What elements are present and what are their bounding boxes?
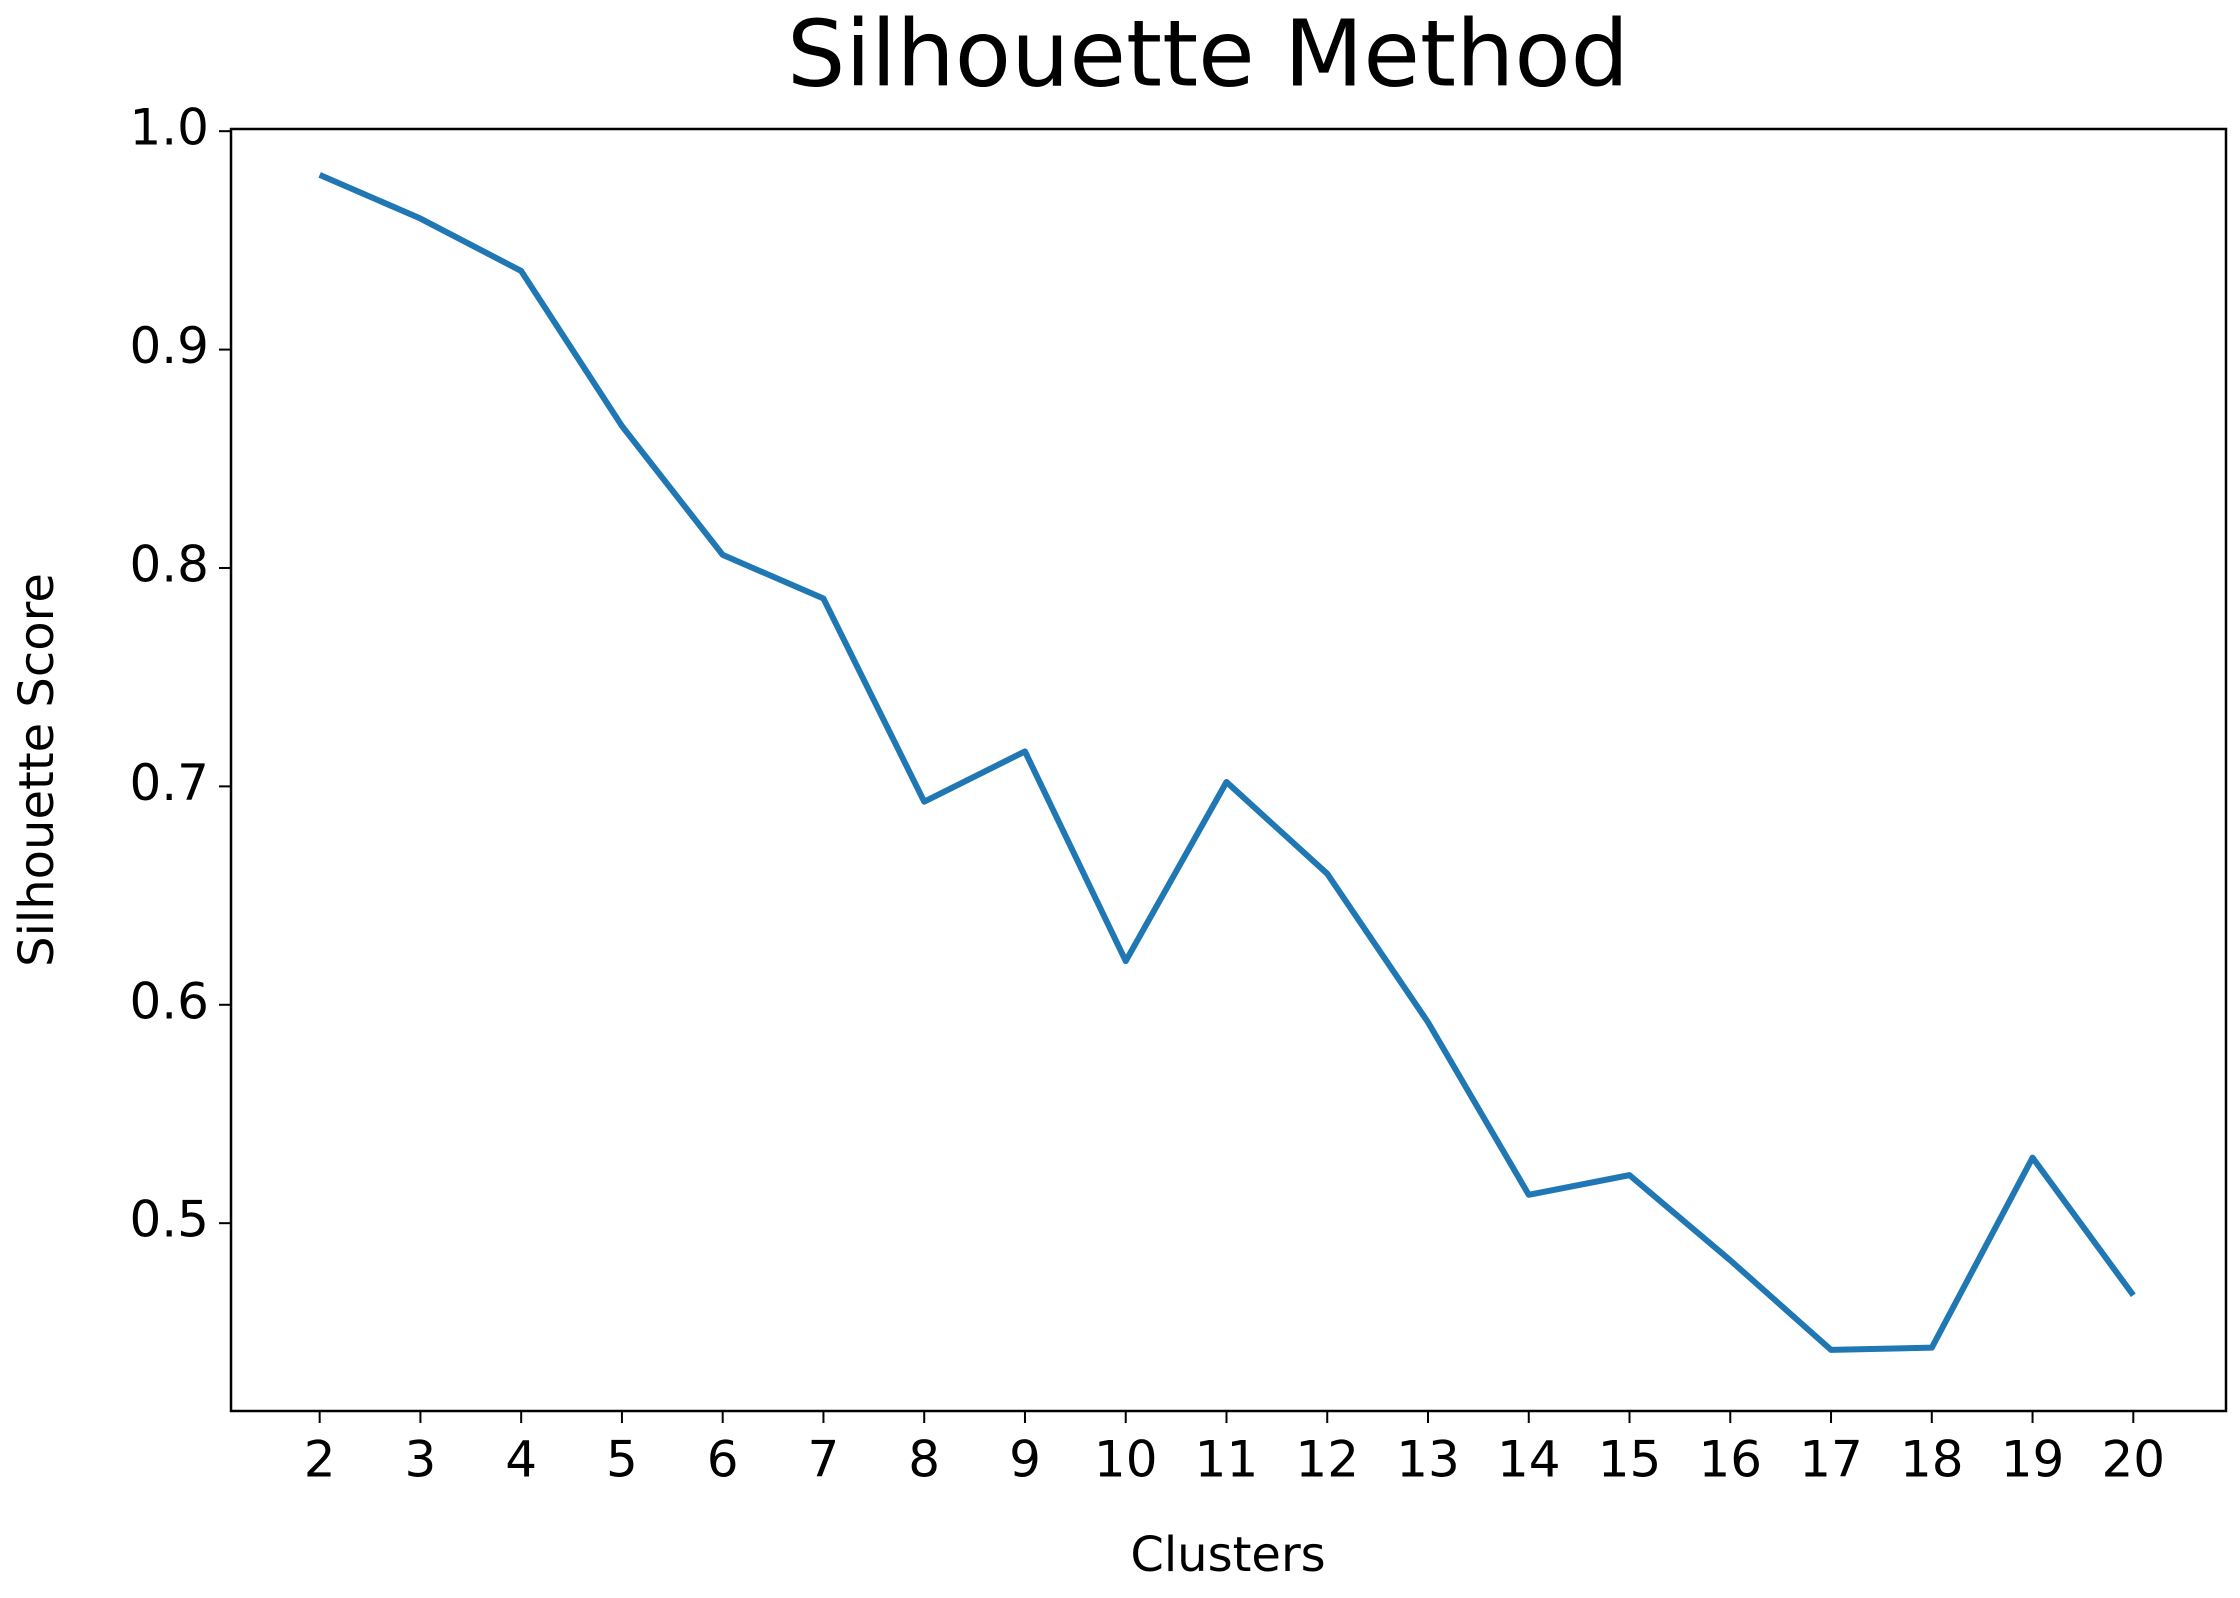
x-axis-label: Clusters xyxy=(1130,1527,1325,1583)
x-tick-label: 7 xyxy=(808,1431,840,1489)
x-tick-label: 14 xyxy=(1497,1431,1561,1489)
chart-title: Silhouette Method xyxy=(787,0,1629,107)
x-tick-label: 20 xyxy=(2101,1431,2165,1489)
x-tick-label: 17 xyxy=(1799,1431,1863,1489)
x-tick-label: 6 xyxy=(707,1431,739,1489)
x-tick-label: 19 xyxy=(2001,1431,2065,1489)
y-tick-label: 0.5 xyxy=(129,1191,209,1249)
plot-frame xyxy=(229,127,2228,1413)
x-tick-label: 16 xyxy=(1698,1431,1762,1489)
x-tick-label: 13 xyxy=(1396,1431,1460,1489)
x-tick-label: 12 xyxy=(1295,1431,1359,1489)
y-tick-label: 0.8 xyxy=(129,535,209,593)
x-tick-label: 2 xyxy=(304,1431,336,1489)
y-axis-label: Silhouette Score xyxy=(9,573,65,967)
x-tick-label: 5 xyxy=(606,1431,638,1489)
y-tick-label: 0.7 xyxy=(129,754,209,812)
x-tick-label: 8 xyxy=(908,1431,940,1489)
x-tick-label: 15 xyxy=(1598,1431,1662,1489)
y-tick-label: 0.6 xyxy=(129,972,209,1030)
x-tick-label: 10 xyxy=(1094,1431,1158,1489)
x-tick-label: 11 xyxy=(1195,1431,1259,1489)
y-tick-label: 0.9 xyxy=(129,317,209,375)
y-tick-label: 1.0 xyxy=(129,99,209,157)
x-tick-label: 9 xyxy=(1009,1431,1041,1489)
x-tick-label: 4 xyxy=(505,1431,537,1489)
data-line xyxy=(318,172,2136,1353)
x-tick-label: 18 xyxy=(1900,1431,1964,1489)
x-tick-label: 3 xyxy=(405,1431,437,1489)
